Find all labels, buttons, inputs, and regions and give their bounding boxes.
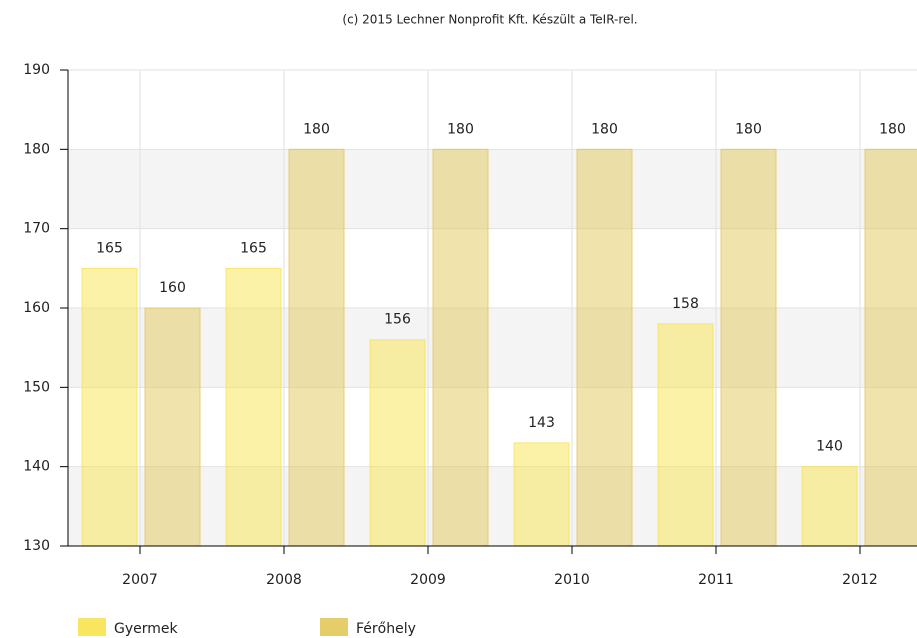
legend-label: Gyermek: [114, 621, 179, 637]
legend-swatch: [78, 618, 106, 636]
legend-label: Férőhely: [356, 621, 416, 637]
value-label: 165: [240, 240, 267, 256]
value-label: 158: [672, 296, 699, 312]
value-label: 160: [159, 280, 186, 296]
bar: [144, 307, 201, 547]
x-tick-label: 2012: [842, 572, 878, 588]
x-tick-label: 2007: [122, 572, 158, 588]
bar: [288, 148, 345, 547]
bar: [81, 267, 138, 547]
bar: [576, 148, 633, 547]
value-label: 165: [96, 240, 123, 256]
value-label: 180: [879, 121, 906, 137]
bar: [801, 466, 858, 547]
bar: [513, 442, 570, 547]
x-tick-label: 2011: [698, 572, 734, 588]
value-label: 180: [591, 121, 618, 137]
bar: [225, 267, 282, 547]
x-tick-label: 2010: [554, 572, 590, 588]
bar: [369, 339, 426, 547]
value-label: 180: [447, 121, 474, 137]
value-label: 180: [735, 121, 762, 137]
bar: [657, 323, 714, 547]
value-label: 143: [528, 415, 555, 431]
y-tick-label: 170: [23, 221, 50, 237]
y-tick-label: 140: [23, 459, 50, 475]
grid-band: [68, 149, 917, 229]
y-tick-label: 180: [23, 141, 50, 157]
legend-swatch: [320, 618, 348, 636]
value-label: 180: [303, 121, 330, 137]
x-tick-label: 2008: [266, 572, 302, 588]
y-tick-label: 160: [23, 300, 50, 316]
bar: [720, 148, 777, 547]
bar: [432, 148, 489, 547]
chart-title: (c) 2015 Lechner Nonprofit Kft. Készült …: [342, 13, 637, 27]
y-tick-label: 190: [23, 62, 50, 78]
x-tick-label: 2009: [410, 572, 446, 588]
y-tick-label: 150: [23, 379, 50, 395]
value-label: 156: [384, 312, 411, 328]
y-tick-label: 130: [23, 538, 50, 554]
bar: [864, 148, 917, 547]
value-label: 140: [816, 439, 843, 455]
